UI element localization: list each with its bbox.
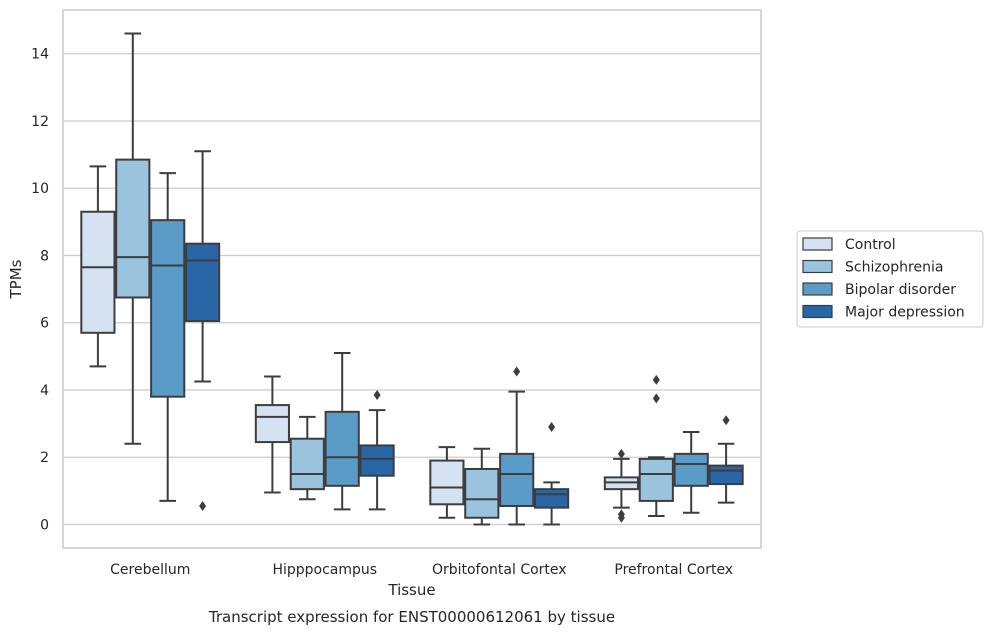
box-bipolar-disorder — [324, 351, 360, 511]
legend-swatch — [802, 282, 833, 296]
box-iqr — [115, 158, 151, 299]
outlier-point — [373, 390, 381, 401]
box-control — [429, 446, 465, 519]
outlier-point — [652, 393, 660, 404]
x-tick-label: Hipppocampus — [272, 562, 377, 578]
box-iqr — [673, 452, 709, 487]
box-control — [603, 448, 639, 523]
x-tick-label: Cerebellum — [110, 562, 190, 578]
box-major-depression — [708, 415, 744, 504]
box-groups — [80, 32, 744, 526]
box-bipolar-disorder — [150, 172, 186, 502]
box-iqr — [359, 444, 395, 477]
outlier-point — [722, 415, 730, 426]
outlier-point — [617, 512, 625, 523]
outlier-point — [513, 366, 521, 377]
box-iqr — [150, 219, 186, 398]
y-tick-label: 12 — [31, 114, 49, 130]
y-axis-ticks: 0 2 4 6 8 10 12 14 — [31, 47, 49, 534]
y-tick-label: 2 — [40, 450, 49, 466]
x-axis-ticks: Cerebellum Hipppocampus Orbitofontal Corte… — [110, 562, 733, 578]
box-iqr — [499, 452, 535, 507]
x-tick-label: Prefrontal Cortex — [614, 562, 733, 578]
y-tick-label: 10 — [31, 181, 49, 197]
y-tick-label: 14 — [31, 47, 49, 63]
outlier-point — [548, 421, 556, 432]
box-schizophrenia — [289, 415, 325, 501]
legend-label: Bipolar disorder — [845, 282, 956, 298]
box-iqr — [708, 464, 744, 486]
legend: Control Schizophrenia Bipolar disorder Majo… — [796, 230, 984, 328]
box-iqr — [534, 488, 570, 509]
box-iqr — [464, 467, 500, 519]
box-control — [80, 165, 116, 368]
legend-swatch — [802, 259, 833, 274]
outlier-point — [617, 448, 625, 459]
x-tick-label: Orbitofontal Cortex — [432, 562, 567, 578]
legend-frame — [796, 230, 984, 328]
box-schizophrenia — [464, 447, 500, 526]
box-iqr — [80, 210, 116, 334]
box-iqr — [185, 242, 221, 323]
chart-caption: Transcript expression for ENST0000061206… — [208, 608, 615, 626]
y-tick-label: 0 — [40, 517, 49, 533]
box-major-depression — [185, 150, 221, 511]
outlier-point — [199, 500, 207, 511]
box-iqr — [289, 437, 325, 491]
box-schizophrenia — [115, 32, 151, 445]
legend-label: Schizophrenia — [845, 260, 943, 276]
box-bipolar-disorder — [673, 430, 709, 514]
box-major-depression — [359, 390, 395, 511]
box-iqr — [638, 457, 674, 502]
legend-label: Control — [845, 237, 896, 253]
legend-swatch — [802, 304, 833, 319]
legend-label: Major depression — [845, 305, 965, 321]
box-schizophrenia — [638, 374, 674, 518]
legend-swatch — [802, 237, 833, 251]
y-axis-label: TPMs — [7, 259, 25, 299]
box-iqr — [324, 410, 360, 487]
box-iqr — [429, 459, 465, 506]
box-control — [254, 375, 290, 494]
box-iqr — [254, 404, 290, 444]
box-bipolar-disorder — [499, 366, 535, 526]
plot-frame — [62, 9, 762, 549]
y-tick-label: 6 — [40, 316, 49, 332]
y-tick-label: 4 — [40, 383, 49, 399]
x-axis-label: Tissue — [387, 581, 435, 599]
box-major-depression — [534, 421, 570, 526]
y-tick-label: 8 — [40, 248, 49, 264]
outlier-point — [652, 374, 660, 385]
